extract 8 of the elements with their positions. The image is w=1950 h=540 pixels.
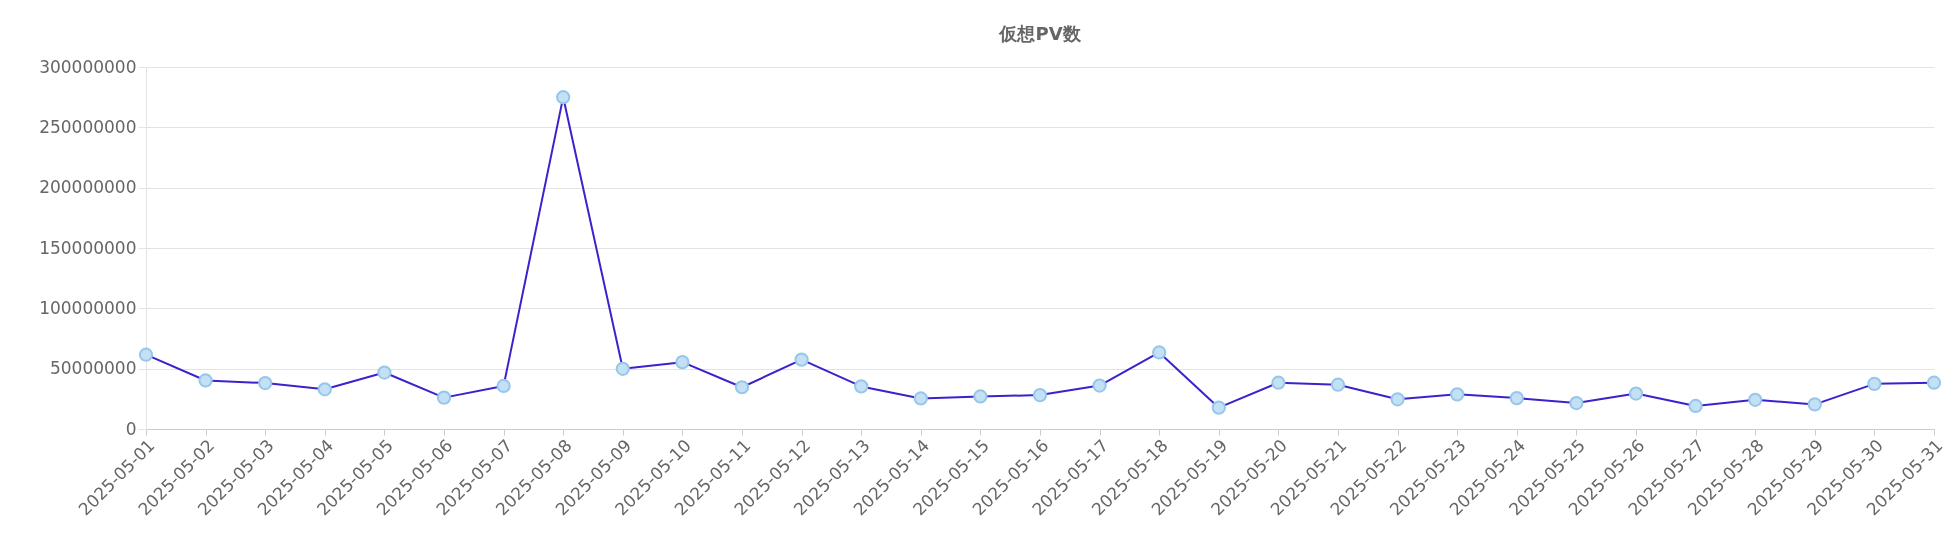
y-tick-label: 200000000	[39, 177, 137, 198]
y-tick-label: 300000000	[39, 56, 137, 77]
y-tick-label: 100000000	[39, 297, 137, 318]
y-tick-label: 250000000	[39, 116, 137, 137]
y-tick-label: 150000000	[39, 237, 137, 258]
chart-title: 仮想PV数	[998, 23, 1082, 44]
y-tick-label: 0	[125, 418, 137, 439]
y-tick-label: 50000000	[49, 358, 137, 379]
